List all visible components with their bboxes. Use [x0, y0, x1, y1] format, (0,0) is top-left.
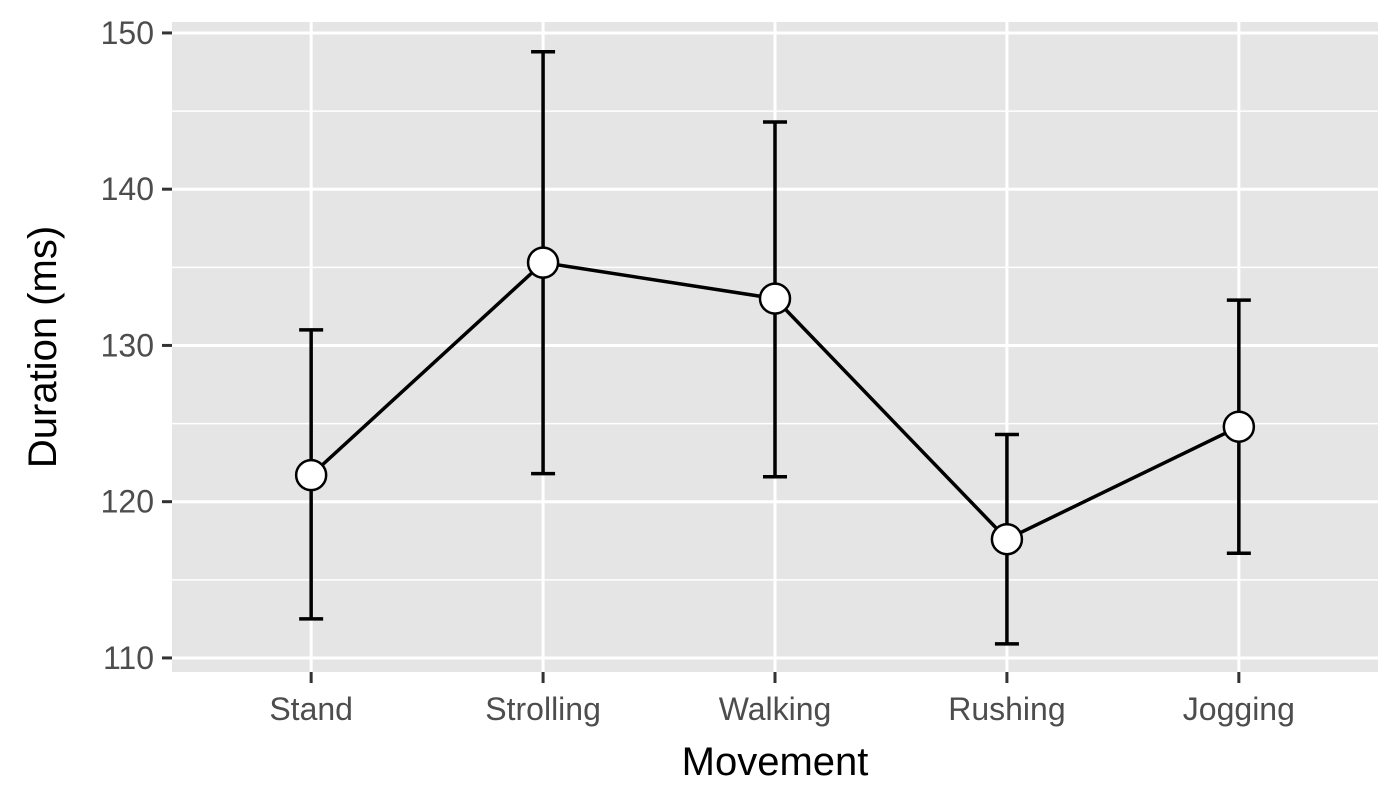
x-tick-label: Stand [269, 691, 353, 727]
data-point [526, 246, 560, 279]
data-point [294, 458, 328, 492]
y-tick-label: 150 [101, 15, 154, 51]
y-tick-label: 110 [103, 640, 154, 676]
x-tick-label: Rushing [948, 691, 1065, 727]
y-tick-label: 140 [101, 171, 154, 207]
data-point [758, 282, 792, 315]
x-tick-label: Jogging [1183, 691, 1295, 727]
x-axis: Stand Strolling Walking Rushing Jogging [269, 672, 1295, 727]
y-tick-label: 130 [101, 327, 154, 363]
y-axis: 110 120 130 140 150 [101, 15, 172, 676]
points [294, 246, 1256, 556]
y-axis-title: Duration (ms) [21, 226, 65, 468]
x-tick-label: Strolling [485, 691, 601, 727]
x-axis-title: Movement [682, 740, 869, 784]
y-tick-label: 120 [101, 484, 154, 520]
x-tick-label: Walking [719, 691, 832, 727]
data-point [1222, 410, 1256, 443]
data-point [990, 522, 1024, 556]
